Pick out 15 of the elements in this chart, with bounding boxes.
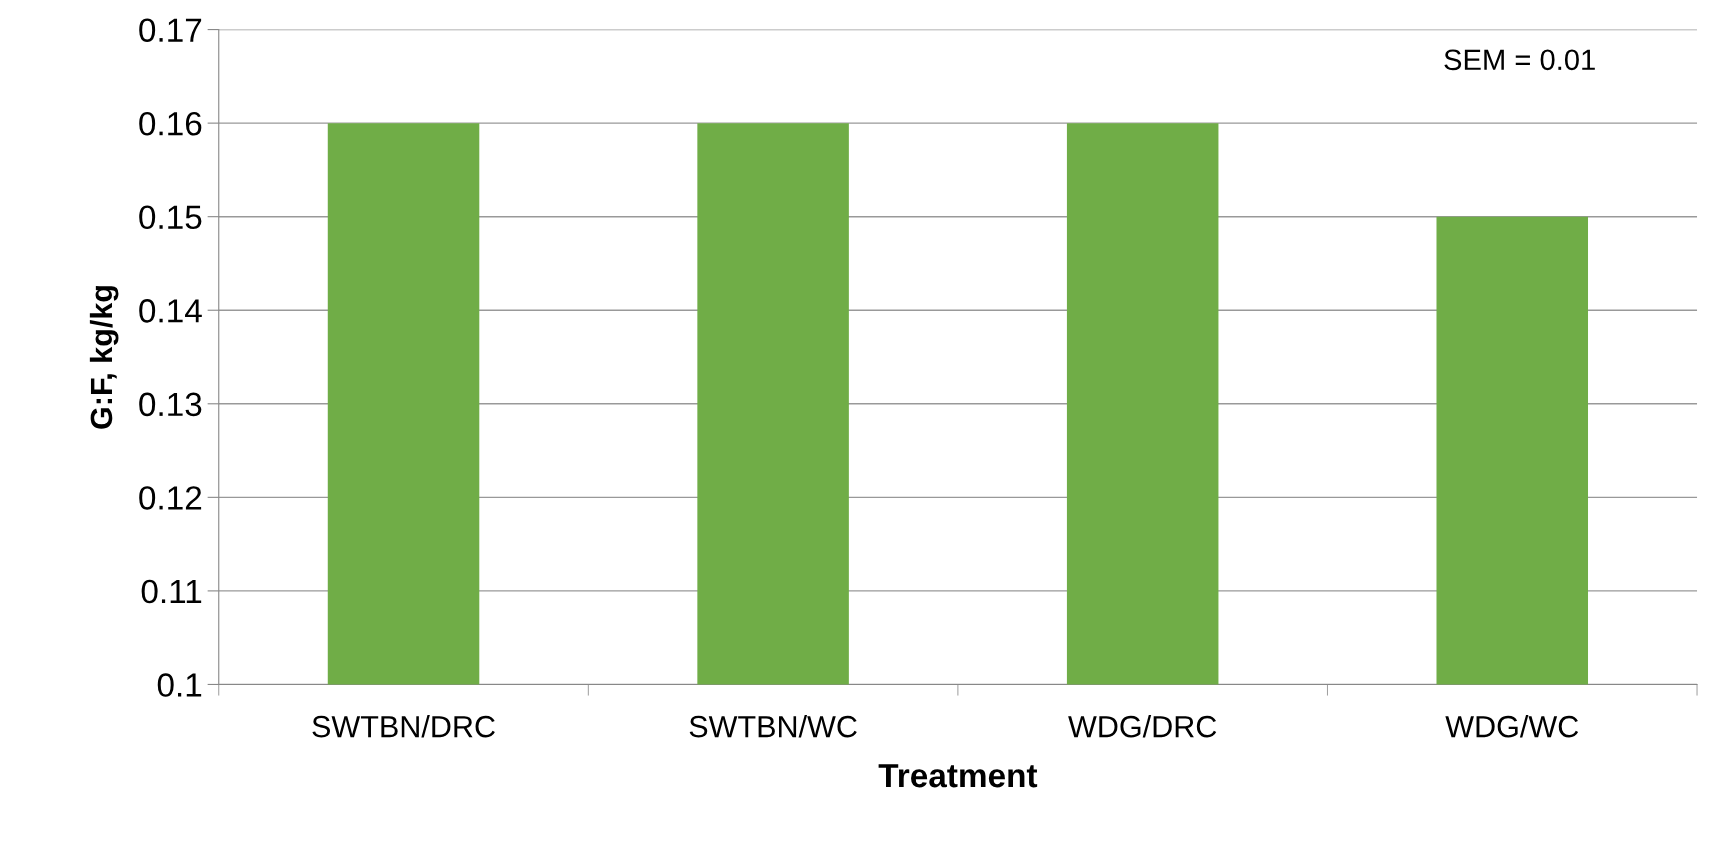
y-tick-label: 0.14 — [139, 299, 202, 323]
y-tick-label: 0.17 — [139, 18, 202, 42]
y-tick-label: 0.15 — [139, 205, 202, 230]
y-axis-title: G:F, kg/kg — [89, 286, 119, 429]
y-tick-label: 0.12 — [139, 486, 202, 510]
x-tick-label: SWTBN/DRC — [312, 715, 495, 738]
y-tick-label: 0.16 — [139, 111, 202, 136]
x-tick-label: WDG/WC — [1445, 715, 1579, 738]
x-axis-title: Treatment — [878, 764, 1038, 788]
y-tick-label: 0.13 — [139, 392, 202, 417]
annotation: SEM = 0.01 — [1444, 49, 1595, 71]
y-tick-label: 0.11 — [141, 579, 202, 604]
x-tick-label: SWTBN/WC — [689, 715, 857, 738]
y-tick-label: 0.1 — [157, 673, 202, 697]
x-tick-label: WDG/DRC — [1068, 715, 1217, 738]
